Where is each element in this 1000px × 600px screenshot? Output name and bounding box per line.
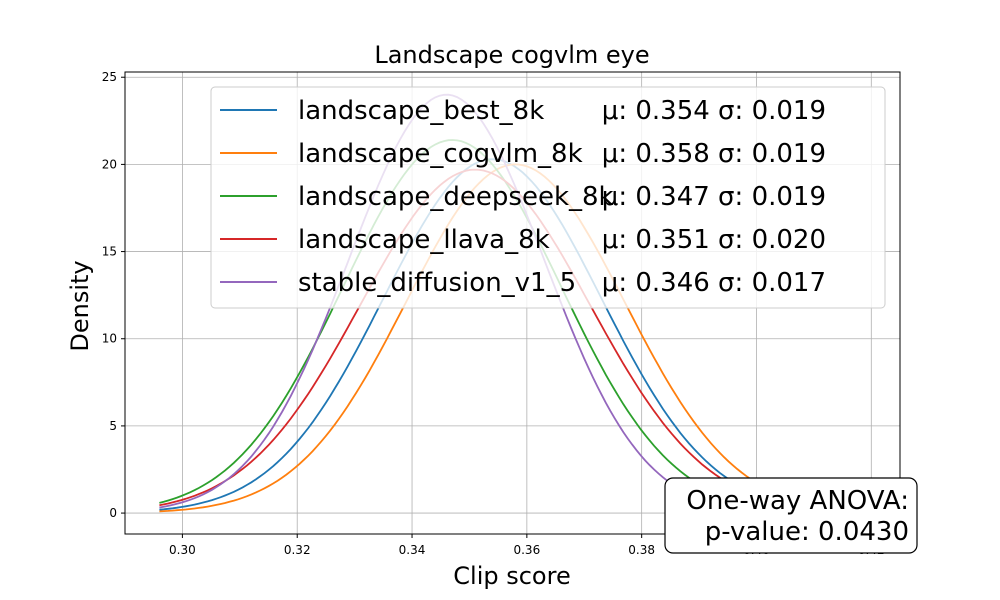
y-tick-label: 10 (102, 332, 117, 346)
plot-frame (124, 71, 901, 535)
legend-series-stats: μ: 0.351 σ: 0.020 (602, 225, 826, 255)
y-tick-label: 0 (109, 506, 117, 520)
y-tick-label: 25 (102, 70, 117, 84)
x-tick-label: 0.36 (513, 543, 540, 557)
legend-series-name: landscape_best_8k (298, 96, 544, 126)
legend-series-name: landscape_deepseek_8k (298, 182, 614, 212)
chart-title: Landscape cogvlm eye (374, 41, 649, 69)
anova-box (664, 477, 918, 554)
y-tick-label: 20 (102, 157, 117, 171)
x-tick-label: 0.30 (169, 543, 196, 557)
legend-series-stats: μ: 0.346 σ: 0.017 (602, 268, 826, 298)
x-tick-label: 0.38 (628, 543, 655, 557)
x-tick-label: 0.32 (284, 543, 311, 557)
y-axis-label: Density (66, 260, 94, 351)
legend-series-stats: μ: 0.358 σ: 0.019 (602, 139, 826, 169)
legend: landscape_best_8k μ: 0.354 σ: 0.019 landsc… (210, 86, 886, 309)
y-tick-label: 15 (102, 245, 117, 259)
legend-series-stats: μ: 0.347 σ: 0.019 (602, 182, 826, 212)
anova-title: One-way ANOVA: (686, 486, 909, 516)
y-tick-label: 5 (109, 419, 117, 433)
y-ticks: 0 5 10 15 20 25 (102, 70, 125, 520)
x-axis-label: Clip score (453, 562, 570, 590)
legend-series-name: landscape_llava_8k (298, 225, 550, 255)
legend-series-name: landscape_cogvlm_8k (298, 139, 583, 169)
anova-p-value: p-value: 0.0430 (705, 517, 909, 547)
legend-series-name: stable_diffusion_v1_5 (298, 268, 576, 298)
legend-series-stats: μ: 0.354 σ: 0.019 (602, 96, 826, 126)
x-tick-label: 0.34 (399, 543, 426, 557)
legend-box (210, 86, 886, 309)
anova-annotation: One-way ANOVA: p-value: 0.0430 (664, 477, 918, 554)
